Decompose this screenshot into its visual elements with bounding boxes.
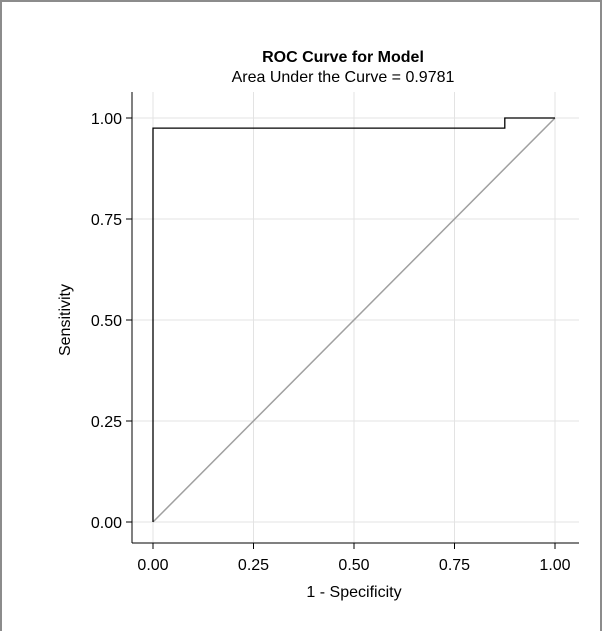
chart-title: ROC Curve for Model [262,49,424,66]
y-axis-title: Sensitivity [57,284,74,356]
axes [126,92,579,549]
x-tick-label: 0.50 [338,557,369,574]
roc-curve-line [152,117,555,522]
x-tick-label: 1.00 [539,557,570,574]
y-tick-label: 0.50 [91,313,122,330]
x-tick-label: 0.25 [238,557,269,574]
y-tick-label: 1.00 [91,111,122,128]
reference-diagonal-line [152,117,556,523]
x-tick-label: 0.75 [439,557,470,574]
x-axis-title: 1 - Specificity [306,584,401,601]
chart-subtitle: Area Under the Curve = 0.9781 [232,69,455,86]
y-tick-label: 0.75 [91,212,122,229]
x-tick-label: 0.00 [137,557,168,574]
y-tick-label: 0.25 [91,414,122,431]
tick-labels: 0.00 0.25 0.50 0.75 1.00 0.00 0.25 0.50 0.75 1.00 [91,111,571,574]
y-tick-label: 0.00 [91,515,122,532]
series-lines [152,117,556,523]
